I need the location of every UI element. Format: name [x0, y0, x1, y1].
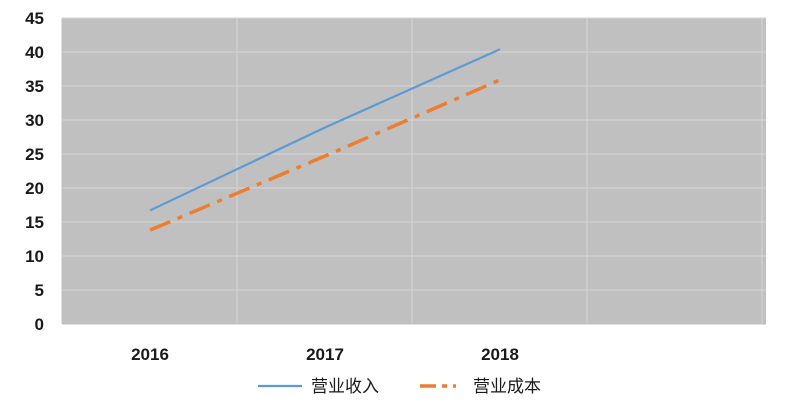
y-tick-label: 25 — [25, 145, 44, 164]
series-line-cost — [149, 78, 501, 232]
y-tick-label: 10 — [25, 247, 44, 266]
y-tick-label: 0 — [35, 315, 44, 334]
legend: 营业收入 营业成本 — [258, 377, 541, 397]
series-lines — [149, 48, 501, 232]
y-tick-label: 15 — [25, 213, 44, 232]
y-tick-label: 45 — [25, 9, 44, 28]
plot-area — [62, 18, 766, 324]
y-tick-labels: 0 5 10 15 20 25 30 35 40 45 — [25, 9, 44, 334]
x-tick-label: 2017 — [306, 345, 344, 364]
x-tick-labels: 2016 2017 2018 — [131, 345, 519, 364]
x-tick-label: 2018 — [481, 345, 519, 364]
y-tick-label: 35 — [25, 77, 44, 96]
y-tick-label: 30 — [25, 111, 44, 130]
axes — [61, 18, 766, 325]
x-tick-label: 2016 — [131, 345, 169, 364]
y-tick-label: 40 — [25, 43, 44, 62]
y-tick-label: 5 — [35, 281, 44, 300]
legend-label: 营业成本 — [473, 377, 541, 397]
legend-label: 营业收入 — [311, 377, 379, 397]
y-tick-label: 20 — [25, 179, 44, 198]
series-line-revenue — [149, 48, 501, 212]
